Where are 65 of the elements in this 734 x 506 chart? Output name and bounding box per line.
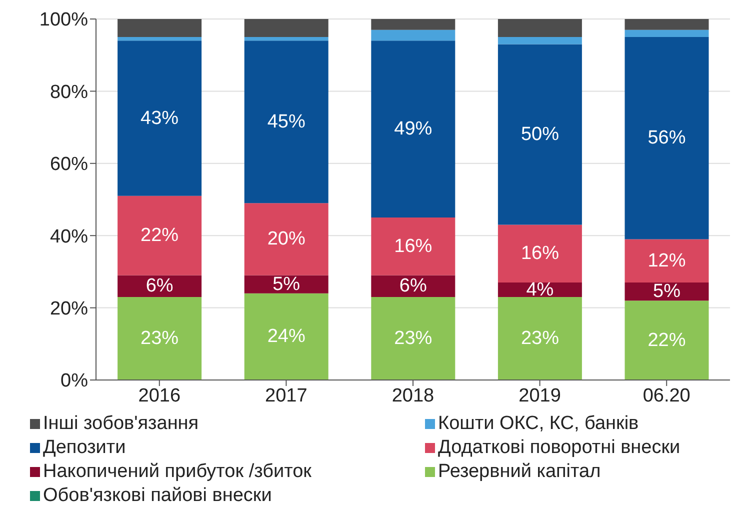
legend-label: Обов'язкові пайові внески (43, 484, 272, 506)
bar (624, 239, 709, 283)
bar (624, 19, 709, 30)
y-tick-label: 20% (50, 298, 88, 320)
legend-label: Резервний капітал (438, 460, 601, 484)
data-label: 5% (272, 274, 300, 295)
bar (371, 218, 456, 276)
legend-label: Додаткові поворотні внески (438, 436, 680, 460)
data-label: 56% (648, 128, 686, 149)
bar (118, 196, 202, 276)
bar (371, 30, 456, 41)
bar (244, 19, 328, 38)
y-tick-label: 100% (39, 10, 88, 31)
bar (118, 296, 202, 380)
data-label: 20% (267, 228, 306, 250)
bar (118, 19, 202, 38)
bar (244, 37, 328, 41)
bar (118, 37, 202, 41)
legend-label: Інші зобов'язання (43, 412, 199, 436)
bar (371, 40, 456, 218)
data-label: 50% (520, 124, 560, 146)
bar (244, 293, 328, 380)
x-tick-label: 2016 (138, 385, 181, 406)
data-label: 43% (140, 108, 179, 129)
bar (371, 296, 456, 380)
bar (244, 40, 328, 204)
data-label: 23% (140, 328, 179, 349)
bar (498, 296, 582, 380)
legend-label: Кошти ОКС, КС, банків (438, 412, 639, 436)
data-label: 6% (399, 276, 427, 297)
bar (371, 275, 456, 297)
bar (498, 224, 582, 283)
data-label: 6% (146, 276, 174, 297)
bar (498, 37, 582, 44)
data-label: 5% (653, 281, 681, 302)
bar (118, 40, 202, 196)
x-tick-label: 2017 (265, 385, 308, 406)
bar (624, 300, 709, 380)
x-tick-label: 2019 (518, 385, 561, 406)
data-label: 49% (394, 118, 432, 140)
data-label: 4% (526, 279, 554, 300)
data-label: 23% (520, 328, 560, 349)
y-tick-label: 80% (50, 82, 88, 103)
data-label: 22% (140, 225, 179, 246)
x-tick-label: 2018 (392, 385, 434, 406)
bar (498, 19, 582, 38)
bar (498, 44, 582, 225)
legend-label: Накопичений прибуток /збиток (43, 460, 312, 484)
bar (118, 275, 202, 297)
data-label: 16% (520, 243, 560, 264)
legend-label: Депозити (43, 436, 126, 460)
bar (244, 203, 328, 276)
bar (624, 37, 709, 240)
y-tick-label: 0% (60, 370, 88, 392)
x-tick-label: 06.20 (642, 385, 690, 406)
y-tick-label: 40% (50, 226, 88, 248)
data-label: 22% (648, 330, 686, 351)
data-label: 24% (267, 326, 306, 348)
data-label: 12% (648, 250, 686, 272)
data-label: 23% (394, 328, 432, 349)
data-label: 16% (394, 236, 432, 257)
data-label: 45% (267, 111, 306, 132)
bar (624, 30, 709, 38)
y-tick-label: 60% (50, 154, 88, 176)
bar (371, 19, 456, 30)
